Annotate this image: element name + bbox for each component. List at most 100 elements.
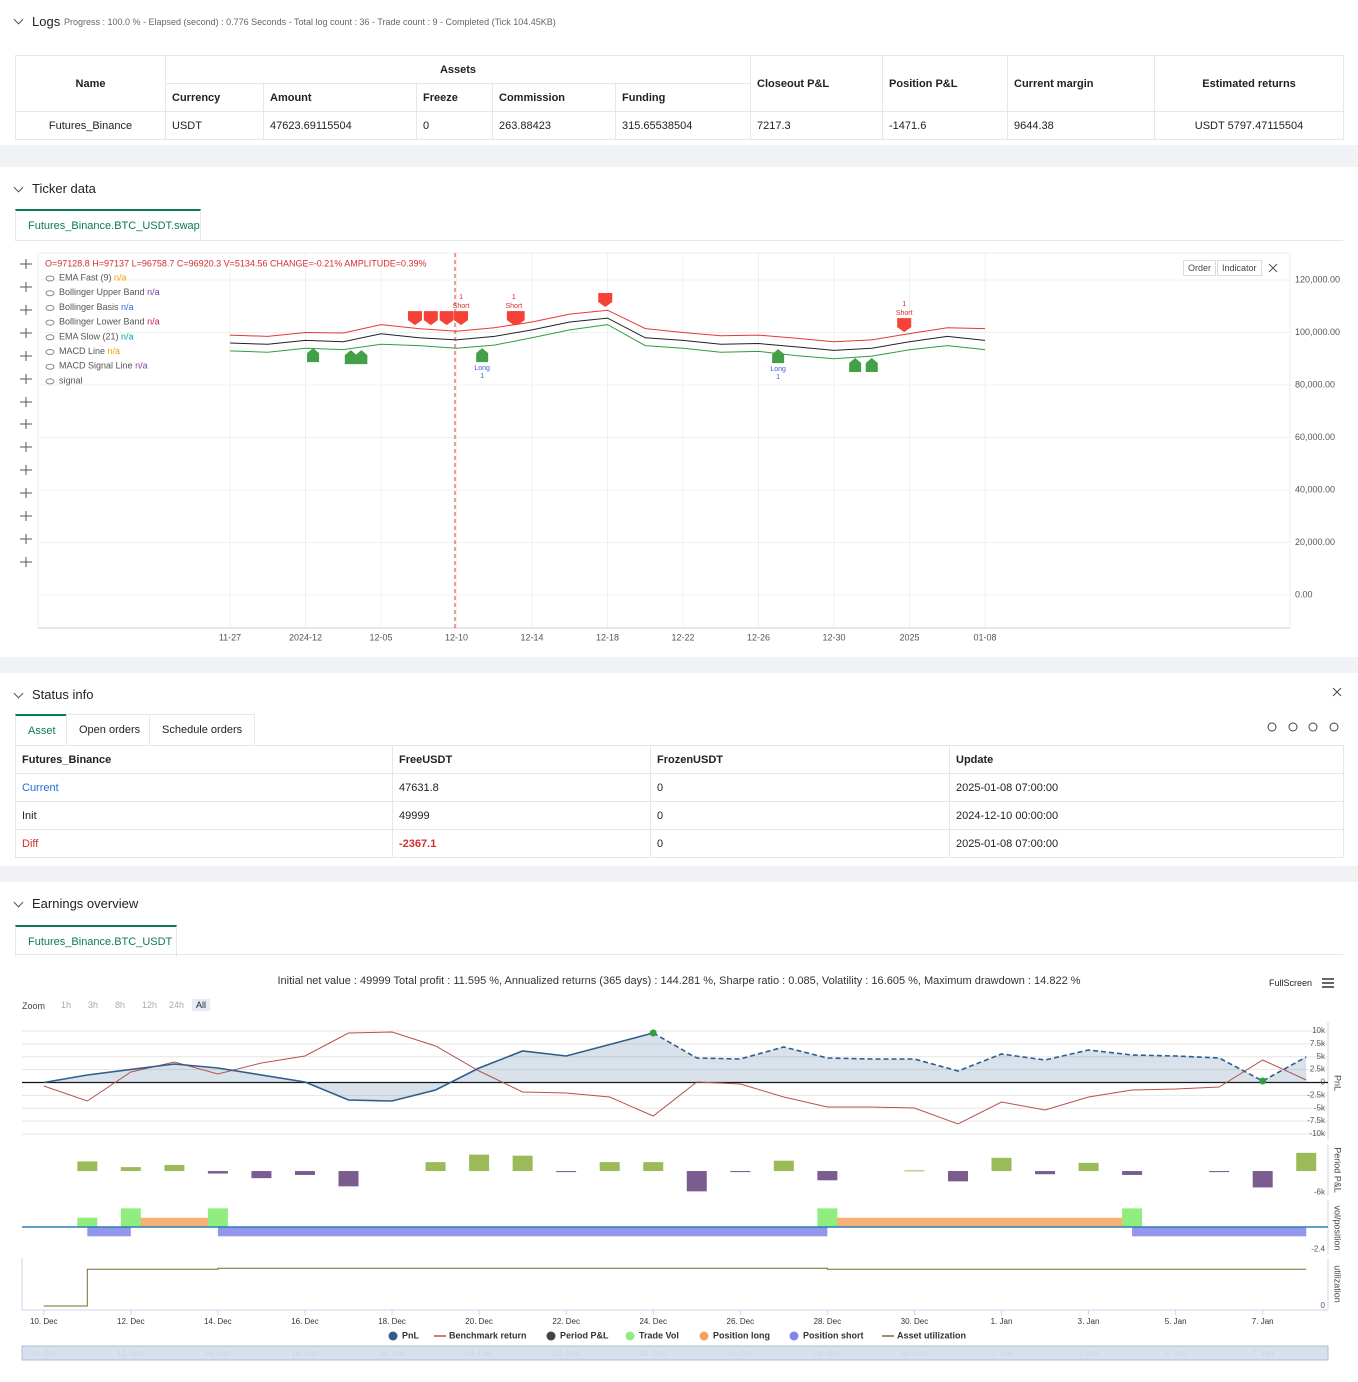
cell: 0 <box>650 829 950 858</box>
menu-icon <box>1322 978 1334 988</box>
data-row: Diff -2367.1 0 2025-01-08 07:00:00 <box>15 829 1344 858</box>
short-marker <box>439 311 454 326</box>
x-tick-label: 20. Dec <box>465 1317 493 1326</box>
tool-icon <box>20 305 32 315</box>
legend-name: MACD Signal Line <box>59 361 133 371</box>
tool-icon <box>20 259 32 269</box>
cell: Init <box>15 801 393 830</box>
tool-icon <box>20 419 32 429</box>
tool-icon <box>20 328 32 338</box>
order-button[interactable]: Order <box>1183 260 1217 276</box>
period-bar <box>1209 1171 1230 1173</box>
legend-item: Position short <box>803 1330 864 1340</box>
x-tick-label: 01-08 <box>973 632 996 642</box>
y-tick-label: -6k <box>1314 1188 1326 1197</box>
indicator-button[interactable]: Indicator <box>1217 260 1262 276</box>
legend-name: MACD Line <box>59 346 105 356</box>
legend-status: n/a <box>147 317 160 327</box>
tab[interactable]: Futures_Binance.BTC_USDT <box>15 925 177 957</box>
cell: 2025-01-08 07:00:00 <box>949 829 1344 858</box>
short-marker <box>423 311 438 326</box>
short-marker <box>598 292 613 307</box>
tool-icon <box>20 511 32 521</box>
zoom-button[interactable]: 3h <box>88 1000 99 1010</box>
point <box>1259 1077 1267 1085</box>
tab[interactable]: Open orders <box>66 714 154 745</box>
fullscreen-button[interactable]: FullScreen <box>1269 978 1313 988</box>
axis-title: utilization <box>1333 1265 1343 1303</box>
eye-icon <box>45 304 55 311</box>
trade-vol-bar <box>817 1208 838 1227</box>
y-tick-label: 0.00 <box>1295 589 1313 599</box>
toolbar-icon <box>1329 722 1339 732</box>
ohlc: O=97128.8 H=97137 L=96758.7 C=96920.3 V=… <box>45 258 427 268</box>
price-line <box>229 324 986 360</box>
tool-icon <box>20 351 32 361</box>
eye-icon <box>45 290 55 297</box>
x-tick-label: 16. Dec <box>291 1317 319 1326</box>
tab[interactable]: Asset <box>15 714 69 746</box>
legend-symbol <box>789 1331 799 1341</box>
eye-icon <box>45 334 55 341</box>
header-cell: Name <box>15 55 166 112</box>
axis-title: Period P&L <box>1333 1147 1343 1193</box>
toolbar-icon <box>1288 722 1298 732</box>
tab[interactable]: Futures_Binance.BTC_USDT.swap <box>15 209 201 241</box>
zoom-button[interactable]: 1h <box>61 1000 72 1010</box>
x-tick-label: 10. Dec <box>30 1317 58 1326</box>
zoom-button[interactable]: 24h <box>169 1000 185 1010</box>
y-tick-label: 7.5k <box>1310 1039 1326 1048</box>
period-bar <box>425 1162 446 1172</box>
x-tick-label: 12-14 <box>520 632 543 642</box>
divider <box>15 954 1343 955</box>
legend-item: Benchmark return <box>449 1330 527 1340</box>
price-line <box>229 309 986 343</box>
cell: 2024-12-10 00:00:00 <box>949 801 1344 830</box>
cell: 2025-01-08 07:00:00 <box>949 773 1344 802</box>
period-bar <box>904 1170 925 1172</box>
y-tick-label: -5k <box>1314 1103 1326 1112</box>
x-tick-label: 26. Dec <box>727 1317 755 1326</box>
header-cell: Freeze <box>416 83 493 112</box>
section-title: Ticker data <box>32 181 96 196</box>
y-tick-label: 40,000.00 <box>1295 484 1335 494</box>
period-bar <box>730 1171 751 1173</box>
ticker-section: Ticker data Futures_Binance.BTC_USDT.swa… <box>0 167 1358 657</box>
legend-name: Bollinger Basis <box>59 302 119 312</box>
pnl-line <box>43 1032 654 1102</box>
legend-item: PnL <box>402 1330 420 1340</box>
legend-item: MACD Signal Line n/a <box>59 361 148 371</box>
summary: Initial net value : 49999 Total profit :… <box>277 975 1081 987</box>
legend-name: signal <box>59 376 83 386</box>
position-short <box>1132 1227 1307 1237</box>
cell: 315.65538504 <box>614 111 752 140</box>
x-tick-label: 12. Dec <box>117 1317 145 1326</box>
y-tick-label: -7.5k <box>1307 1116 1326 1125</box>
pnl-area <box>43 1033 1307 1101</box>
legend-status: n/a <box>108 346 121 356</box>
zoom-button[interactable]: All <box>192 999 211 1011</box>
eye-icon <box>45 349 55 355</box>
price-line <box>229 317 986 351</box>
zoom-button[interactable]: 12h <box>142 1000 158 1010</box>
data-row: Futures_Binance USDT 47623.69115504 0 263.88… <box>15 111 1345 140</box>
x-tick-label: 2024-12 <box>289 632 322 642</box>
period-bar <box>77 1161 98 1172</box>
section-title: Earnings overview <box>32 896 139 911</box>
x-tick-label: 7. Jan <box>1252 1317 1274 1326</box>
tab[interactable]: Schedule orders <box>149 714 256 745</box>
logs-section: Logs Progress : 100.0 % - Elapsed (secon… <box>0 0 1358 145</box>
header-cell: Estimated returns <box>1154 55 1345 112</box>
x-tick-label: 2025 <box>899 632 919 642</box>
pnl-line-dashed <box>652 1032 1307 1082</box>
cell: -1471.6 <box>882 111 1009 140</box>
cell: 0 <box>416 111 493 140</box>
period-bar <box>469 1154 490 1172</box>
short-marker <box>454 311 469 326</box>
cell: Futures_Binance <box>15 111 166 140</box>
cell: USDT <box>165 111 264 140</box>
marker-count: 1 <box>512 294 516 301</box>
legend-item: Period P&L <box>560 1330 609 1340</box>
zoom-button[interactable]: 8h <box>115 1000 126 1010</box>
